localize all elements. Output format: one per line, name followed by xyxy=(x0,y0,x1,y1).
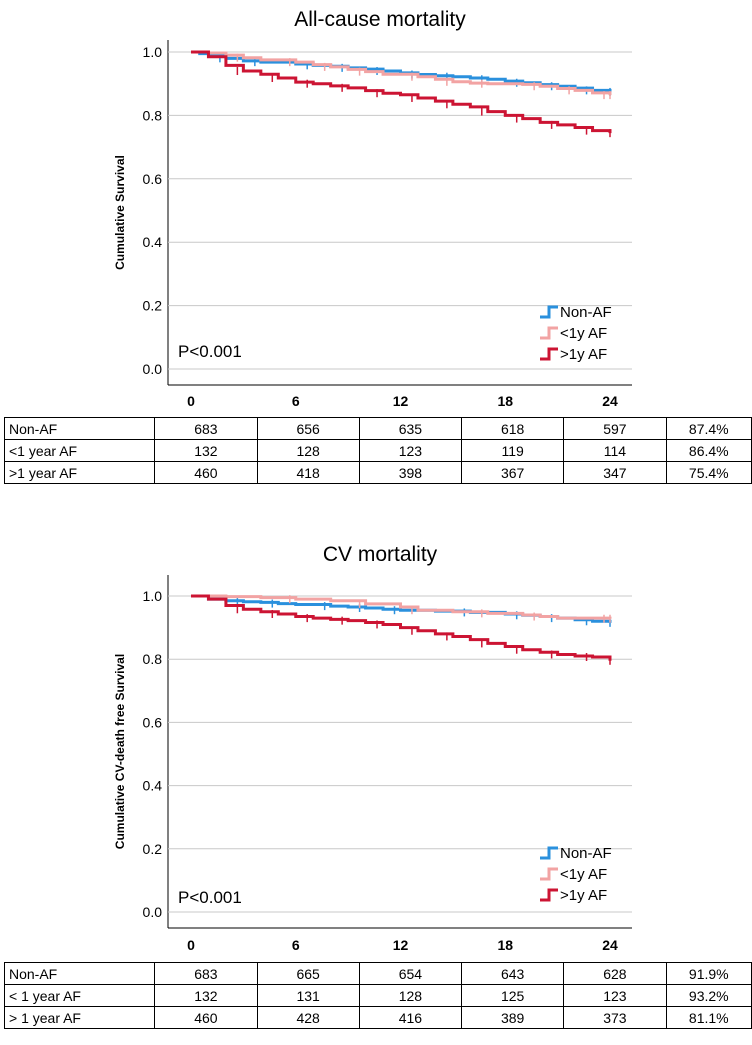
legend-swatch xyxy=(540,326,558,340)
x-tick-label: 24 xyxy=(602,937,618,953)
table-cell: 683 xyxy=(154,417,258,440)
series-line xyxy=(191,50,612,96)
row-label: >1 year AF xyxy=(3,461,156,484)
table-cell: 128 xyxy=(358,984,463,1007)
y-tick-label: 1.0 xyxy=(143,44,163,60)
x-tick-label: 24 xyxy=(602,393,618,409)
panel-all-cause: All-cause mortality 0.0 0.2 0.4 0.6 0.8 1.0 0 6… xyxy=(0,0,752,500)
table-cell-pct: 75.4% xyxy=(665,461,752,484)
table-cell: 132 xyxy=(154,984,258,1007)
chart-title: CV mortality xyxy=(322,543,438,566)
table-cell: 654 xyxy=(358,962,463,985)
y-tick-label: 0.8 xyxy=(143,107,163,123)
table-row: > 1 year AF 460 428 416 389 373 81.1% xyxy=(3,1006,752,1029)
legend-swatch xyxy=(540,846,558,860)
table-cell: 123 xyxy=(358,439,463,462)
legend-swatch xyxy=(540,347,558,361)
table-cell: 618 xyxy=(461,417,565,440)
legend-label: Non-AF xyxy=(560,845,612,862)
legend-label: >1y AF xyxy=(560,887,607,904)
x-tick-label: 0 xyxy=(187,393,195,409)
y-tick-label: 0.4 xyxy=(143,778,163,794)
table-cell-pct: 81.1% xyxy=(665,1006,752,1029)
chart-title: All-cause mortality xyxy=(294,8,466,31)
table-cell: 132 xyxy=(154,439,258,462)
table-cell: 125 xyxy=(461,984,565,1007)
table-cell-pct: 87.4% xyxy=(665,417,752,440)
table-cell: 367 xyxy=(461,461,565,484)
table-cell: 114 xyxy=(563,439,667,462)
y-tick-label: 0.8 xyxy=(143,651,163,667)
x-tick-label: 6 xyxy=(292,937,300,953)
table-cell: 123 xyxy=(563,984,667,1007)
table-cell: 416 xyxy=(358,1006,463,1029)
x-tick-label: 12 xyxy=(393,937,409,953)
table-cell-pct: 86.4% xyxy=(665,439,752,462)
table-cell: 643 xyxy=(461,962,565,985)
y-tick-label: 0.0 xyxy=(143,904,163,920)
table-cell: 683 xyxy=(154,962,258,985)
series-line xyxy=(191,594,612,661)
x-tick-label: 18 xyxy=(497,393,513,409)
table-cell: 597 xyxy=(563,417,667,440)
table-cell-pct: 93.2% xyxy=(665,984,752,1007)
y-tick-label: 0.2 xyxy=(143,841,163,857)
table-cell: 656 xyxy=(256,417,360,440)
table-cell: 418 xyxy=(256,461,360,484)
table-cell: 347 xyxy=(563,461,667,484)
table-cell: 460 xyxy=(154,461,258,484)
risk-table: Non-AF 683 656 635 618 597 87.4% <1 year… xyxy=(3,417,752,484)
y-tick-label: 0.2 xyxy=(143,298,163,314)
table-row: Non-AF 683 665 654 643 628 91.9% xyxy=(3,962,752,985)
table-cell: 128 xyxy=(256,439,360,462)
legend-label: <1y AF xyxy=(560,325,607,342)
risk-table: Non-AF 683 665 654 643 628 91.9% < 1 yea… xyxy=(3,962,752,1029)
table-row: < 1 year AF 132 131 128 125 123 93.2% xyxy=(3,984,752,1007)
table-row: Non-AF 683 656 635 618 597 87.4% xyxy=(3,417,752,440)
legend-label: >1y AF xyxy=(560,346,607,363)
y-tick-label: 0.6 xyxy=(143,171,163,187)
table-cell: 373 xyxy=(563,1006,667,1029)
legend-swatch xyxy=(540,888,558,902)
row-label: Non-AF xyxy=(3,417,156,440)
table-cell: 119 xyxy=(461,439,565,462)
km-plot-cv: 0.0 0.2 0.4 0.6 0.8 1.0 0 6 12 18 24 Cumulative CV-… xyxy=(113,575,632,953)
row-label: > 1 year AF xyxy=(3,1006,156,1029)
table-row: <1 year AF 132 128 123 119 114 86.4% xyxy=(3,439,752,462)
table-cell: 131 xyxy=(256,984,360,1007)
table-cell: 460 xyxy=(154,1006,258,1029)
p-value-annotation: P<0.001 xyxy=(178,888,242,907)
legend-label: <1y AF xyxy=(560,866,607,883)
x-tick-label: 6 xyxy=(292,393,300,409)
row-label: <1 year AF xyxy=(3,439,156,462)
y-tick-label: 0.4 xyxy=(143,234,163,250)
legend-swatch xyxy=(540,867,558,881)
table-cell: 389 xyxy=(461,1006,565,1029)
y-tick-label: 0.6 xyxy=(143,714,163,730)
row-label: Non-AF xyxy=(3,962,156,985)
series-line xyxy=(191,50,612,134)
table-cell: 398 xyxy=(358,461,463,484)
x-tick-label: 0 xyxy=(187,937,195,953)
table-cell: 635 xyxy=(358,417,463,440)
y-tick-label: 1.0 xyxy=(143,588,163,604)
legend-label: Non-AF xyxy=(560,304,612,321)
table-cell-pct: 91.9% xyxy=(665,962,752,985)
row-label: < 1 year AF xyxy=(3,984,156,1007)
km-plot-all-cause: 0.0 0.2 0.4 0.6 0.8 1.0 0 6 12 18 24 Cumulative Sur… xyxy=(113,40,632,409)
table-row: >1 year AF 460 418 398 367 347 75.4% xyxy=(3,461,752,484)
x-tick-label: 18 xyxy=(497,937,513,953)
table-cell: 628 xyxy=(563,962,667,985)
x-tick-label: 12 xyxy=(393,393,409,409)
table-cell: 665 xyxy=(256,962,360,985)
y-tick-label: 0.0 xyxy=(143,361,163,377)
legend-swatch xyxy=(540,305,558,319)
p-value-annotation: P<0.001 xyxy=(178,342,242,361)
y-axis-label: Cumulative Survival xyxy=(113,155,127,270)
series-line xyxy=(191,594,612,620)
table-cell: 428 xyxy=(256,1006,360,1029)
y-axis-label: Cumulative CV-death free Survival xyxy=(113,654,127,849)
panel-cv-mortality: CV mortality 0.0 0.2 0.4 0.6 0.8 1.0 0 6 12 18 24 C… xyxy=(0,535,752,1045)
